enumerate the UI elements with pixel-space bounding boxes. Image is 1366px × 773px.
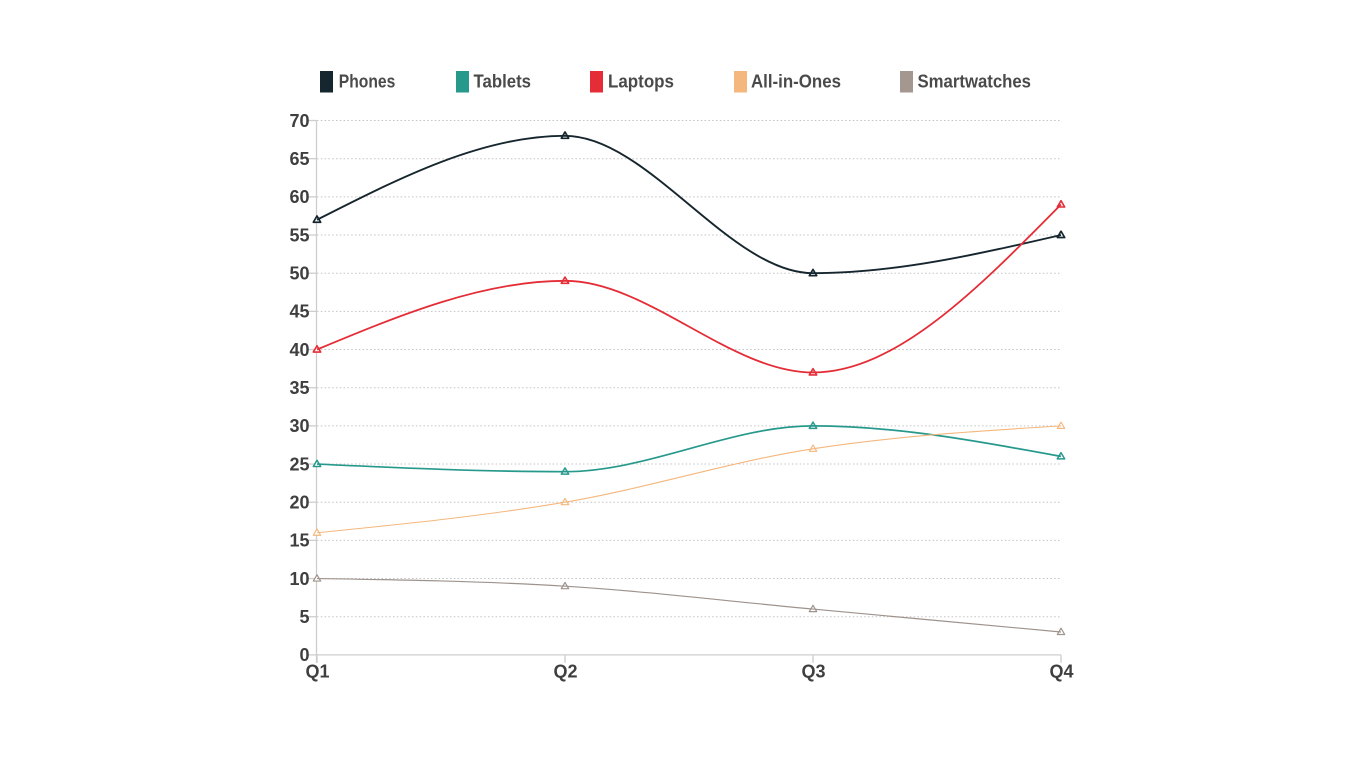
svg-text:50: 50 [289,264,309,284]
svg-text:Q2: Q2 [553,662,577,682]
svg-text:Tablets: Tablets [474,70,532,91]
svg-text:35: 35 [289,378,309,398]
svg-text:20: 20 [289,493,309,513]
svg-text:25: 25 [289,454,309,474]
svg-text:60: 60 [289,187,309,207]
svg-text:45: 45 [289,302,309,322]
svg-text:Laptops: Laptops [608,70,674,91]
svg-text:5: 5 [299,607,309,627]
svg-text:Q4: Q4 [1049,662,1073,682]
svg-text:15: 15 [289,531,309,551]
svg-text:Phones: Phones [339,70,396,91]
svg-text:0: 0 [299,645,309,665]
svg-text:Smartwatches: Smartwatches [918,70,1032,91]
svg-text:70: 70 [289,111,309,131]
svg-text:Q1: Q1 [305,662,329,682]
svg-text:30: 30 [289,416,309,436]
svg-text:10: 10 [289,569,309,589]
svg-text:65: 65 [289,149,309,169]
svg-text:All-in-Ones: All-in-Ones [751,70,841,91]
svg-text:40: 40 [289,340,309,360]
svg-text:Q3: Q3 [801,662,825,682]
svg-text:55: 55 [289,225,309,245]
